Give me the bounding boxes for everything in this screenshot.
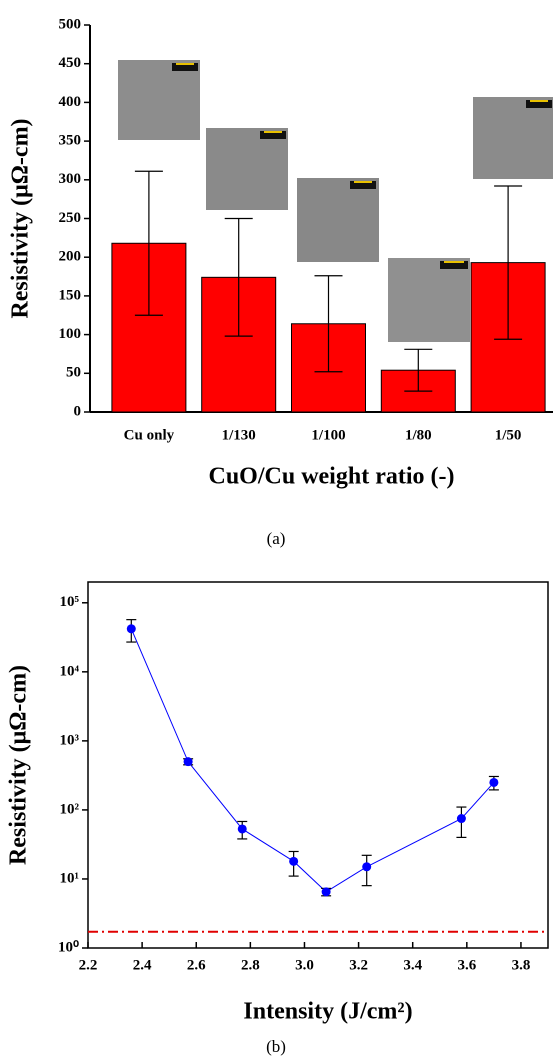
data-point bbox=[456, 814, 466, 824]
y-tick-label: 10³ bbox=[60, 732, 80, 748]
sem-image bbox=[388, 258, 470, 342]
x-tick-label: 2.6 bbox=[187, 957, 206, 973]
data-point bbox=[321, 887, 331, 897]
x-tick-label: 3.8 bbox=[512, 957, 531, 973]
data-point bbox=[289, 856, 299, 866]
scale-bar bbox=[350, 181, 376, 189]
y-tick-label: 10² bbox=[60, 801, 80, 817]
x-tick-label: 1/100 bbox=[311, 427, 345, 443]
scale-bar bbox=[526, 100, 552, 108]
x-tick-label: 3.6 bbox=[457, 957, 476, 973]
scale-bar bbox=[264, 131, 282, 133]
sem-image bbox=[118, 60, 200, 140]
y-tick-label: 100 bbox=[59, 326, 82, 342]
y-tick-label: 300 bbox=[59, 171, 82, 187]
data-point bbox=[237, 824, 247, 834]
sem-image bbox=[473, 97, 553, 179]
scale-bar bbox=[260, 131, 286, 139]
x-tick-label: 3.0 bbox=[295, 957, 314, 973]
x-tick-label: Cu only bbox=[124, 427, 175, 443]
y-tick-label: 400 bbox=[59, 94, 82, 110]
scale-bar bbox=[530, 100, 548, 102]
x-tick-label: 1/50 bbox=[495, 427, 522, 443]
x-tick-label: 3.2 bbox=[349, 957, 368, 973]
y-tick-label: 250 bbox=[59, 210, 82, 226]
scale-bar bbox=[444, 261, 464, 263]
y-tick-label: 200 bbox=[59, 249, 82, 265]
x-tick-label: 2.2 bbox=[79, 957, 98, 973]
x-tick-label: 2.4 bbox=[133, 957, 152, 973]
x-axis-label: CuO/Cu weight ratio (-) bbox=[209, 464, 455, 490]
x-tick-label: 1/80 bbox=[405, 427, 432, 443]
caption: (a) bbox=[267, 529, 286, 548]
scale-bar bbox=[354, 181, 372, 183]
scale-bar bbox=[176, 63, 194, 65]
x-tick-label: 3.4 bbox=[403, 957, 422, 973]
y-tick-label: 10⁴ bbox=[60, 663, 80, 679]
y-tick-label: 0 bbox=[74, 403, 82, 419]
data-point bbox=[489, 777, 499, 787]
scale-bar bbox=[172, 63, 198, 71]
data-point bbox=[183, 757, 193, 767]
y-tick-label: 50 bbox=[66, 365, 81, 381]
y-tick-label: 10¹ bbox=[60, 870, 80, 886]
data-line bbox=[130, 628, 495, 893]
y-tick-label: 10⁰ bbox=[58, 939, 79, 955]
caption: (b) bbox=[266, 1037, 286, 1056]
data-point bbox=[362, 862, 372, 872]
sem-image bbox=[206, 128, 288, 210]
y-axis-label: Resistivity (μΩ-cm) bbox=[8, 118, 34, 318]
y-tick-label: 350 bbox=[59, 133, 82, 149]
x-axis-label: Intensity (J/cm²) bbox=[243, 999, 412, 1025]
sem-images bbox=[118, 60, 553, 342]
data-point bbox=[126, 624, 136, 634]
y-tick-label: 150 bbox=[59, 287, 82, 303]
y-tick-label: 500 bbox=[59, 16, 82, 32]
x-tick-label: 1/130 bbox=[222, 427, 256, 443]
y-tick-label: 450 bbox=[59, 55, 82, 71]
scale-bar bbox=[440, 261, 468, 269]
sem-image bbox=[297, 178, 379, 262]
y-axis-label: Resistivity (μΩ-cm) bbox=[6, 665, 32, 865]
x-tick-label: 2.8 bbox=[241, 957, 260, 973]
y-tick-label: 10⁵ bbox=[60, 594, 80, 610]
plot-frame bbox=[87, 581, 549, 949]
